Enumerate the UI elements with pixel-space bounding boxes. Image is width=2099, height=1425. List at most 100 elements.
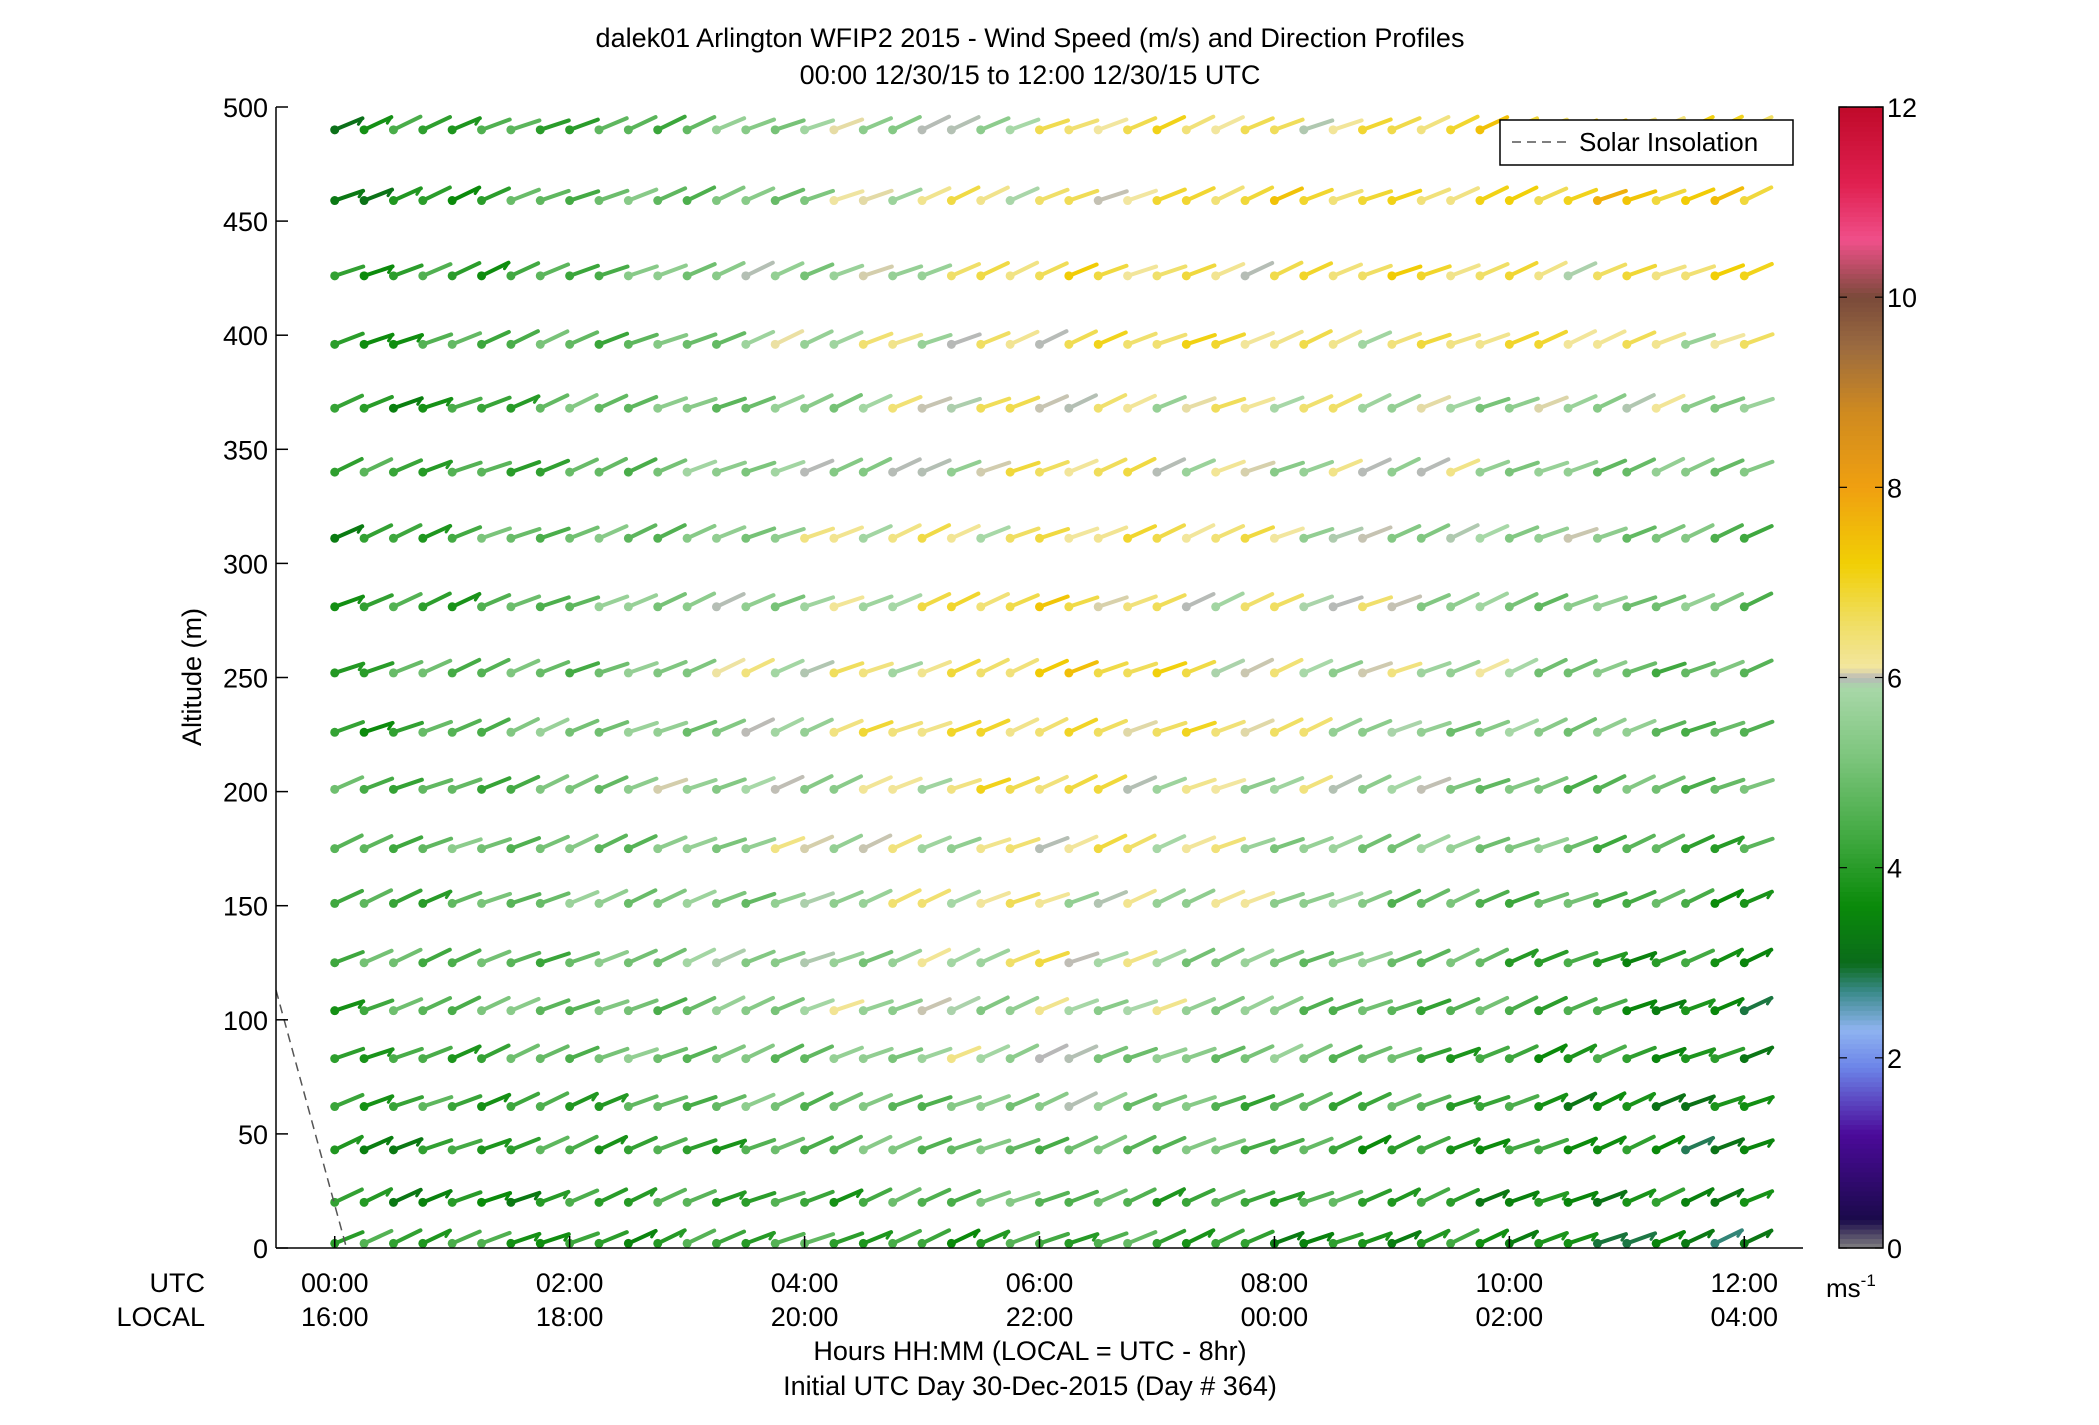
wind-barb-shaft bbox=[1037, 594, 1070, 609]
wind-barb-shaft bbox=[362, 332, 395, 347]
wind-barb-shaft bbox=[1125, 264, 1159, 278]
wind-barb-shaft bbox=[978, 837, 1012, 851]
wind-barb bbox=[1651, 720, 1687, 737]
wind-barb bbox=[477, 1138, 512, 1155]
wind-barb-shaft bbox=[1360, 330, 1393, 347]
colorbar-cell bbox=[1839, 430, 1883, 436]
wind-barb bbox=[1739, 658, 1774, 678]
wind-barb bbox=[1563, 1043, 1598, 1064]
wind-barb bbox=[1358, 1188, 1393, 1207]
wind-barb-shaft bbox=[567, 951, 601, 965]
wind-barb-flag bbox=[1532, 1190, 1540, 1200]
wind-barb bbox=[1005, 1191, 1041, 1207]
wind-barb-shaft bbox=[831, 951, 865, 965]
wind-barb bbox=[418, 658, 453, 678]
wind-barb-shaft bbox=[391, 1046, 424, 1061]
wind-barb-shaft bbox=[1272, 395, 1305, 411]
wind-barb bbox=[1387, 775, 1422, 794]
wind-barb-shaft bbox=[1654, 999, 1687, 1013]
wind-barb bbox=[359, 457, 394, 477]
wind-barb-shaft bbox=[743, 260, 775, 278]
wind-barb-shaft bbox=[420, 262, 453, 278]
wind-barb-shaft bbox=[1360, 393, 1392, 411]
wind-barb bbox=[565, 999, 601, 1016]
wind-barb bbox=[330, 1046, 366, 1064]
wind-barb bbox=[1211, 459, 1246, 477]
wind-barb-shaft bbox=[1301, 997, 1334, 1013]
wind-barb-shaft bbox=[626, 720, 659, 735]
wind-barb-flag bbox=[591, 1092, 599, 1102]
wind-barb bbox=[888, 264, 924, 281]
colorbar-cell bbox=[1839, 211, 1883, 217]
wind-barb bbox=[1592, 458, 1628, 477]
wind-barb-shaft bbox=[597, 1046, 630, 1061]
colorbar-cell bbox=[1839, 411, 1883, 417]
colorbar-cell bbox=[1839, 449, 1883, 455]
wind-barb bbox=[711, 777, 747, 794]
wind-barb-shaft bbox=[1213, 332, 1246, 347]
wind-barb bbox=[1592, 1135, 1627, 1155]
wind-barb bbox=[1710, 1228, 1744, 1248]
wind-barb bbox=[976, 718, 1011, 737]
wind-barb bbox=[1299, 118, 1335, 135]
wind-barb-flag bbox=[1620, 951, 1628, 961]
wind-barb bbox=[1035, 658, 1069, 678]
wind-barb-shaft bbox=[1507, 995, 1539, 1013]
wind-barb-shaft bbox=[978, 890, 1011, 906]
wind-barb bbox=[1592, 717, 1627, 737]
wind-barb bbox=[917, 114, 952, 135]
y-tick-label: 300 bbox=[223, 549, 268, 579]
wind-barb bbox=[1328, 118, 1364, 135]
wind-barb-shaft bbox=[655, 114, 687, 132]
wind-barb bbox=[1328, 998, 1364, 1016]
colorbar-cell bbox=[1839, 477, 1883, 484]
wind-barb-shaft bbox=[831, 999, 865, 1013]
wind-barb bbox=[682, 115, 717, 135]
wind-barb-shaft bbox=[391, 1137, 424, 1152]
wind-barb-shaft bbox=[1008, 995, 1040, 1013]
wind-barb-shaft bbox=[1243, 890, 1276, 906]
wind-barb-shaft bbox=[978, 1094, 1011, 1109]
wind-barb-shaft bbox=[714, 890, 747, 906]
wind-barb bbox=[1534, 526, 1570, 543]
wind-barb-shaft bbox=[1125, 331, 1158, 347]
wind-barb bbox=[477, 460, 513, 477]
wind-barb bbox=[418, 836, 454, 854]
wind-barb-shaft bbox=[831, 661, 865, 675]
wind-barb-shaft bbox=[1683, 998, 1716, 1013]
wind-barb bbox=[388, 1046, 424, 1064]
wind-barb-shaft bbox=[714, 948, 746, 965]
wind-barb bbox=[682, 1189, 717, 1207]
wind-barb bbox=[477, 526, 512, 543]
wind-barb-shaft bbox=[743, 329, 776, 347]
wind-barb-shaft bbox=[332, 331, 365, 347]
wind-barb-shaft bbox=[597, 1093, 629, 1109]
wind-barb-shaft bbox=[597, 116, 629, 132]
wind-barb bbox=[623, 1228, 658, 1248]
wind-barb bbox=[1240, 718, 1275, 737]
wind-barb-shaft bbox=[1712, 186, 1745, 203]
wind-barb bbox=[477, 117, 512, 135]
wind-barb bbox=[1093, 457, 1128, 477]
wind-barb-shaft bbox=[1037, 118, 1070, 132]
wind-barb-shaft bbox=[538, 774, 570, 792]
wind-barb-shaft bbox=[1301, 774, 1334, 792]
wind-barb bbox=[1387, 393, 1422, 413]
wind-barb-shaft bbox=[1096, 1134, 1128, 1152]
wind-barb bbox=[1064, 188, 1100, 206]
wind-barb bbox=[653, 592, 687, 612]
colorbar-cell bbox=[1839, 316, 1883, 322]
wind-barb bbox=[1592, 393, 1627, 413]
wind-barb-shaft bbox=[1566, 594, 1599, 609]
wind-barb bbox=[653, 720, 689, 737]
wind-barb bbox=[1328, 262, 1363, 281]
wind-barb bbox=[917, 592, 952, 612]
wind-barb bbox=[477, 717, 511, 737]
wind-barb bbox=[829, 718, 864, 737]
wind-barb-shaft bbox=[362, 264, 395, 278]
wind-barb bbox=[888, 720, 924, 737]
colorbar-cell bbox=[1839, 1067, 1883, 1073]
wind-barb-shaft bbox=[1595, 393, 1627, 411]
wind-barb bbox=[858, 524, 893, 543]
